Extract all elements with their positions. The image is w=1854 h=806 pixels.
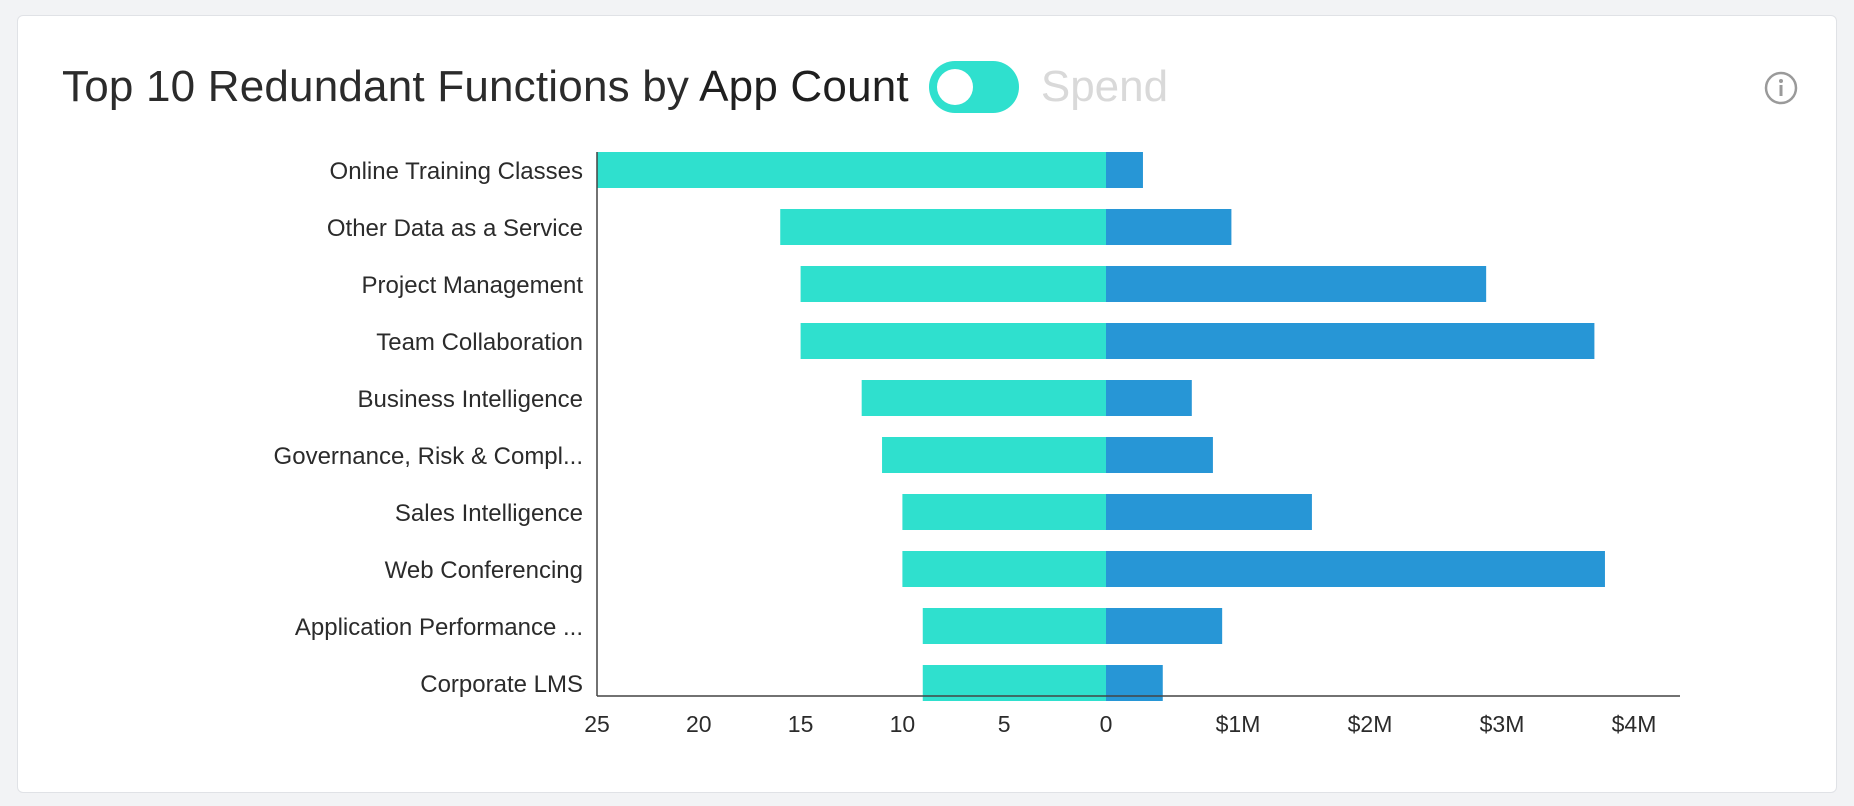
spend-bar[interactable] [1106, 266, 1487, 302]
info-circle-icon[interactable] [1764, 71, 1798, 105]
app-count-option[interactable]: App Count [699, 62, 909, 111]
category-label: Other Data as a Service [327, 215, 583, 242]
category-label: Project Management [362, 272, 584, 299]
chart-title: Top 10 Redundant Functions by App Count [62, 62, 909, 112]
category-label: Application Performance ... [295, 614, 583, 641]
chart-header: Top 10 Redundant Functions by App Count … [62, 52, 1168, 122]
app-count-tick-label: 5 [998, 711, 1011, 737]
spend-tick-label: $2M [1348, 711, 1393, 737]
spend-bar[interactable] [1106, 608, 1223, 644]
category-label: Business Intelligence [358, 386, 583, 413]
category-label: Online Training Classes [330, 158, 583, 185]
app-count-tick-label: 15 [788, 711, 814, 737]
app-count-bar[interactable] [902, 494, 1106, 530]
app-count-tick-label: 0 [1100, 711, 1113, 737]
spend-bar[interactable] [1106, 380, 1192, 416]
category-label: Corporate LMS [420, 671, 583, 698]
spend-bar[interactable] [1106, 209, 1232, 245]
spend-bar[interactable] [1106, 437, 1213, 473]
spend-tick-label: $3M [1480, 711, 1525, 737]
spend-option[interactable]: Spend [1040, 62, 1169, 111]
spend-bar[interactable] [1106, 152, 1143, 188]
spend-bar[interactable] [1106, 323, 1595, 359]
app-count-bar[interactable] [800, 266, 1106, 302]
app-count-tick-label: 25 [584, 711, 610, 737]
category-label: Sales Intelligence [395, 500, 583, 527]
app-count-bar[interactable] [861, 380, 1106, 416]
app-count-bar[interactable] [882, 437, 1106, 473]
app-count-tick-label: 10 [890, 711, 916, 737]
spend-tick-label: $4M [1612, 711, 1657, 737]
toggle-knob [936, 69, 973, 105]
app-count-bar[interactable] [780, 209, 1106, 245]
spend-bar[interactable] [1106, 665, 1163, 701]
category-label: Web Conferencing [385, 557, 583, 584]
spend-bar[interactable] [1106, 494, 1312, 530]
app-count-bar[interactable] [922, 665, 1106, 701]
app-count-bar[interactable] [922, 608, 1106, 644]
app-count-tick-label: 20 [686, 711, 712, 737]
metric-toggle[interactable] [928, 61, 1019, 113]
spend-tick-label: $1M [1216, 711, 1261, 737]
category-label: Team Collaboration [376, 329, 583, 356]
title-prefix: Top 10 Redundant Functions by [62, 62, 700, 111]
app-count-bar[interactable] [800, 323, 1106, 359]
app-count-bar[interactable] [902, 551, 1106, 587]
category-label: Governance, Risk & Compl... [274, 443, 583, 470]
app-count-bar[interactable] [597, 152, 1106, 188]
spend-bar[interactable] [1106, 551, 1605, 587]
